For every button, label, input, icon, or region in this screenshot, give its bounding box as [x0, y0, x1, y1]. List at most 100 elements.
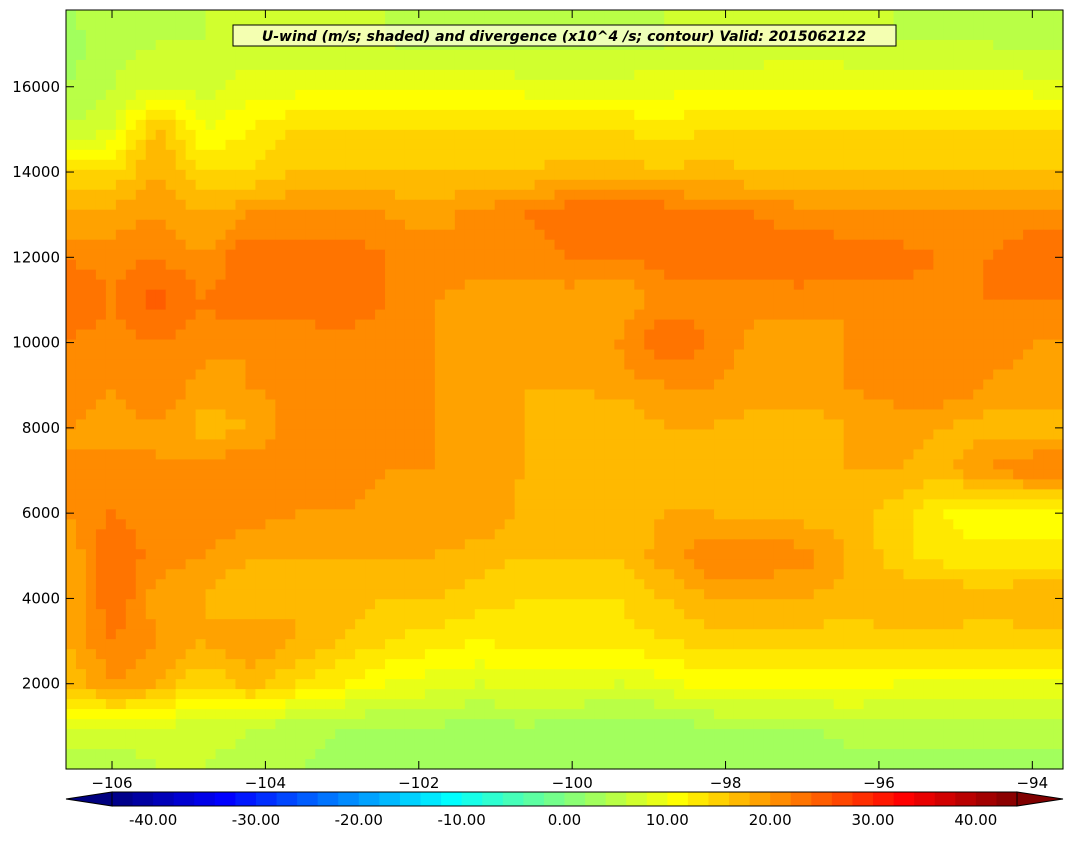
heatmap-cell [634, 459, 645, 470]
heatmap-cell [155, 179, 167, 191]
heatmap-cell [843, 409, 855, 421]
heatmap-cell [763, 499, 775, 510]
heatmap-cell [714, 389, 725, 401]
heatmap-cell [724, 219, 735, 231]
heatmap-cell [1023, 429, 1034, 441]
heatmap-cell [325, 49, 336, 61]
heatmap-cell [365, 259, 376, 271]
heatmap-cell [893, 149, 905, 161]
heatmap-cell [634, 419, 645, 431]
heatmap-cell [624, 239, 635, 251]
heatmap-cell [823, 89, 835, 101]
heatmap-cell [285, 149, 296, 161]
heatmap-cell [973, 119, 984, 131]
heatmap-cell [95, 129, 107, 141]
heatmap-cell [963, 29, 974, 41]
heatmap-cell [883, 379, 895, 391]
heatmap-cell [843, 399, 855, 411]
heatmap-cell [205, 179, 217, 191]
heatmap-cell [365, 119, 376, 131]
heatmap-cell [395, 429, 406, 441]
heatmap-cell [883, 429, 895, 441]
heatmap-cell [285, 289, 296, 301]
heatmap-cell [544, 199, 556, 211]
heatmap-cell [205, 409, 217, 421]
heatmap-cell [913, 39, 925, 51]
heatmap-cell [474, 209, 486, 221]
heatmap-cell [614, 389, 625, 401]
heatmap-cell [634, 469, 645, 480]
heatmap-cell [375, 139, 386, 151]
heatmap-cell [265, 239, 276, 251]
heatmap-cell [664, 439, 675, 451]
heatmap-cell [155, 279, 167, 291]
heatmap-cell [355, 69, 366, 81]
heatmap-cell [544, 189, 556, 201]
heatmap-cell [135, 239, 147, 251]
heatmap-cell [385, 329, 396, 341]
heatmap-cell [1023, 39, 1034, 51]
heatmap-cell [1013, 329, 1024, 341]
heatmap-cell [404, 49, 416, 61]
heatmap-cell [265, 329, 276, 341]
heatmap-cell [215, 19, 227, 31]
heatmap-cell [753, 10, 765, 21]
heatmap-cell [654, 49, 665, 61]
heatmap-cell [1003, 489, 1014, 500]
heatmap-cell [175, 419, 187, 431]
heatmap-cell [793, 99, 805, 111]
heatmap-cell [1003, 19, 1014, 31]
heatmap-cell [913, 219, 925, 231]
heatmap-cell [1003, 99, 1014, 111]
heatmap-cell [933, 429, 944, 441]
heatmap-cell [474, 409, 486, 421]
heatmap-cell [883, 259, 895, 271]
heatmap-cell [933, 79, 944, 91]
heatmap-cell [913, 229, 925, 241]
heatmap-cell [325, 159, 336, 171]
heatmap-cell [85, 439, 97, 451]
heatmap-cell [414, 469, 426, 480]
heatmap-cell [1003, 269, 1014, 281]
heatmap-cell [803, 139, 815, 151]
heatmap-cell [883, 129, 895, 141]
heatmap-cell [534, 369, 546, 381]
heatmap-cell [215, 309, 227, 321]
heatmap-cell [385, 469, 396, 480]
heatmap-cell [584, 149, 596, 161]
heatmap-cell [115, 319, 127, 331]
heatmap-cell [235, 329, 247, 341]
heatmap-cell [255, 359, 266, 371]
heatmap-cell [674, 499, 685, 510]
heatmap-cell [843, 69, 855, 81]
heatmap-cell [355, 49, 366, 61]
heatmap-cell [604, 489, 615, 500]
heatmap-cell [125, 359, 137, 371]
heatmap-cell [923, 149, 934, 161]
heatmap-cell [1043, 349, 1054, 361]
heatmap-cell [1043, 169, 1054, 181]
heatmap-cell [414, 249, 426, 261]
heatmap-cell [564, 59, 576, 71]
heatmap-cell [574, 329, 586, 341]
heatmap-cell [255, 219, 266, 231]
heatmap-cell [155, 369, 167, 381]
heatmap-cell [763, 309, 775, 321]
heatmap-cell [474, 259, 486, 271]
heatmap-cell [943, 259, 954, 271]
heatmap-cell [235, 169, 247, 181]
heatmap-cell [594, 10, 605, 21]
heatmap-cell [195, 369, 207, 381]
heatmap-cell [584, 109, 596, 121]
heatmap-cell [1013, 389, 1024, 401]
heatmap-cell [634, 169, 645, 181]
heatmap-cell [963, 379, 974, 391]
heatmap-cell [66, 19, 77, 31]
heatmap-cell [225, 189, 237, 201]
heatmap-cell [973, 169, 984, 181]
heatmap-cell [464, 429, 476, 441]
heatmap-cell [494, 109, 506, 121]
heatmap-cell [674, 149, 685, 161]
heatmap-cell [674, 169, 685, 181]
heatmap-cell [325, 189, 336, 201]
